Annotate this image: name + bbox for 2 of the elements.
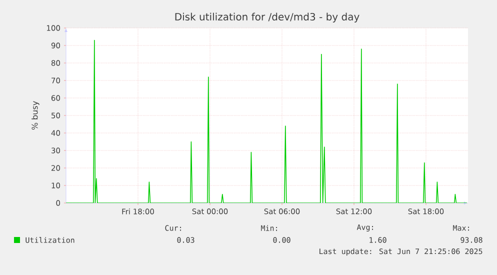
chart-title: Disk utilization for /dev/md3 - by day bbox=[175, 12, 360, 22]
y-axis-title: % busy bbox=[32, 101, 40, 130]
